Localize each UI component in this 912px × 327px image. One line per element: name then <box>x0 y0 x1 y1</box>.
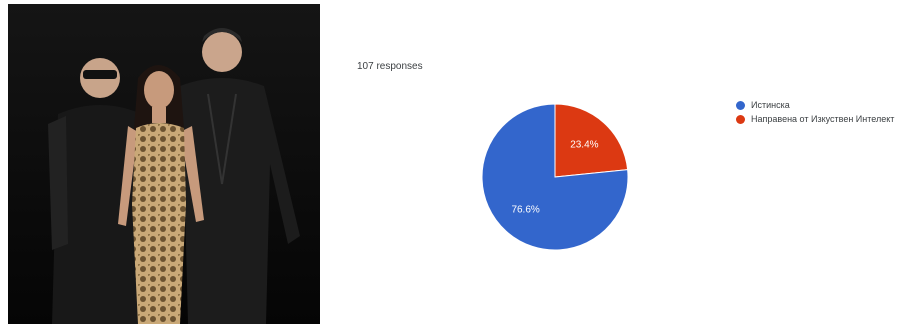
chart-legend: Истинска Направена от Изкуствен Интелект <box>736 98 894 126</box>
responses-count: 107 responses <box>357 61 423 72</box>
legend-label-2: Направена от Изкуствен Интелект <box>751 114 895 124</box>
center-figure <box>118 65 204 324</box>
left-figure <box>48 58 148 324</box>
right-figure <box>180 28 300 324</box>
pie-slice-1[interactable] <box>481 103 629 251</box>
pie-slice-2[interactable] <box>554 103 629 178</box>
pie-chart-svg: 23.4% 76.6% <box>481 103 629 251</box>
runway-photo <box>8 4 320 324</box>
legend-swatch-2 <box>736 114 745 124</box>
photo-illustration <box>8 4 320 324</box>
legend-item-2[interactable]: Направена от Изкуствен Интелект <box>736 112 894 126</box>
legend-swatch-1 <box>736 100 745 110</box>
pie-chart: 23.4% 76.6% <box>470 92 640 262</box>
legend-label-1: Истинска <box>751 100 790 110</box>
pie-slice-label-1: 76.6% <box>511 204 539 215</box>
legend-item-1[interactable]: Истинска <box>736 98 894 112</box>
pie-slice-label-2: 23.4% <box>570 140 598 151</box>
